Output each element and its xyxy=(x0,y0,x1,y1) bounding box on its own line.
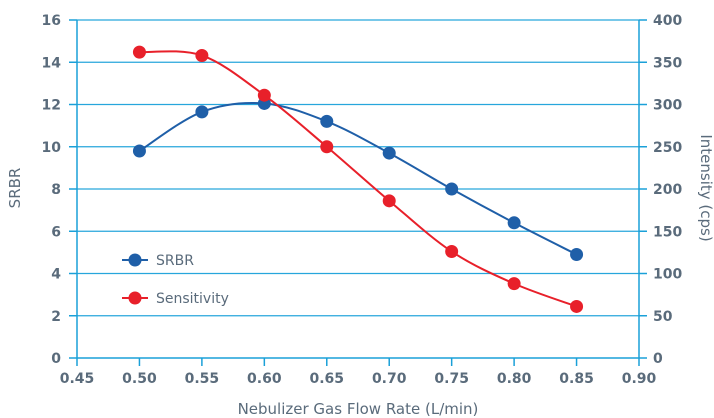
x-tick-label: 0.70 xyxy=(372,371,407,387)
sensitivity-point xyxy=(195,48,209,62)
y-right-tick-label: 400 xyxy=(653,13,682,29)
sensitivity-point xyxy=(382,194,396,208)
y-left-tick-label: 12 xyxy=(42,98,61,114)
legend-label-sensitivity: Sensitivity xyxy=(156,291,229,307)
sensitivity-point xyxy=(257,88,271,102)
sensitivity-point xyxy=(570,299,584,313)
series-lines xyxy=(132,45,584,313)
legend-label-srbr: SRBR xyxy=(156,253,194,269)
srbr-point xyxy=(507,216,521,230)
y-right-tick-label: 150 xyxy=(653,224,682,240)
srbr-point xyxy=(132,144,146,158)
y-left-tick-label: 10 xyxy=(42,140,62,156)
legend-marker-sensitivity xyxy=(128,291,142,305)
srbr-point xyxy=(195,105,209,119)
x-tick-label: 0.80 xyxy=(497,371,532,387)
x-tick-label: 0.45 xyxy=(60,371,95,387)
srbr-point xyxy=(320,114,334,128)
x-tick-label: 0.90 xyxy=(622,371,657,387)
x-tick-label: 0.60 xyxy=(247,371,282,387)
y-left-tick-label: 8 xyxy=(51,182,61,198)
y-left-tick-label: 2 xyxy=(51,309,61,325)
y-axis-right-title: Intensity (cps) xyxy=(697,134,714,241)
x-tick-label: 0.55 xyxy=(185,371,220,387)
y-right-tick-label: 250 xyxy=(653,140,682,156)
grid-lines xyxy=(77,19,639,317)
srbr-point xyxy=(570,247,584,261)
x-tick-label: 0.50 xyxy=(122,371,157,387)
sensitivity-point xyxy=(507,277,521,291)
y-right-tick-label: 350 xyxy=(653,55,682,71)
x-tick-label: 0.75 xyxy=(434,371,469,387)
y-axis-left-title: SRBR xyxy=(6,168,24,209)
y-right-tick-label: 100 xyxy=(653,267,682,283)
srbr-point xyxy=(445,182,459,196)
x-axis-title: Nebulizer Gas Flow Rate (L/min) xyxy=(238,400,479,418)
y-left-tick-label: 4 xyxy=(51,267,61,283)
y-left-tick-label: 6 xyxy=(51,224,61,240)
y-right-tick-label: 300 xyxy=(653,98,682,114)
sensitivity-point xyxy=(132,45,146,59)
y-right-tick-label: 0 xyxy=(653,351,663,367)
y-right-tick-label: 50 xyxy=(653,309,673,325)
x-tick-label: 0.85 xyxy=(559,371,594,387)
legend: SRBR Sensitivity xyxy=(122,253,229,307)
y-right-tick-label: 200 xyxy=(653,182,682,198)
x-tick-label: 0.65 xyxy=(310,371,345,387)
sensitivity-line xyxy=(139,50,577,308)
y-left-tick-label: 14 xyxy=(42,55,62,71)
legend-marker-srbr xyxy=(128,253,142,267)
srbr-point xyxy=(382,146,396,160)
axes: 0 2 4 6 8 10 12 14 16 0 50 100 150 200 250 300 350 400 0.4… xyxy=(42,13,683,387)
sensitivity-point xyxy=(320,140,334,154)
y-left-tick-label: 0 xyxy=(51,351,61,367)
sensitivity-point xyxy=(445,245,459,259)
y-left-tick-label: 16 xyxy=(42,13,61,29)
